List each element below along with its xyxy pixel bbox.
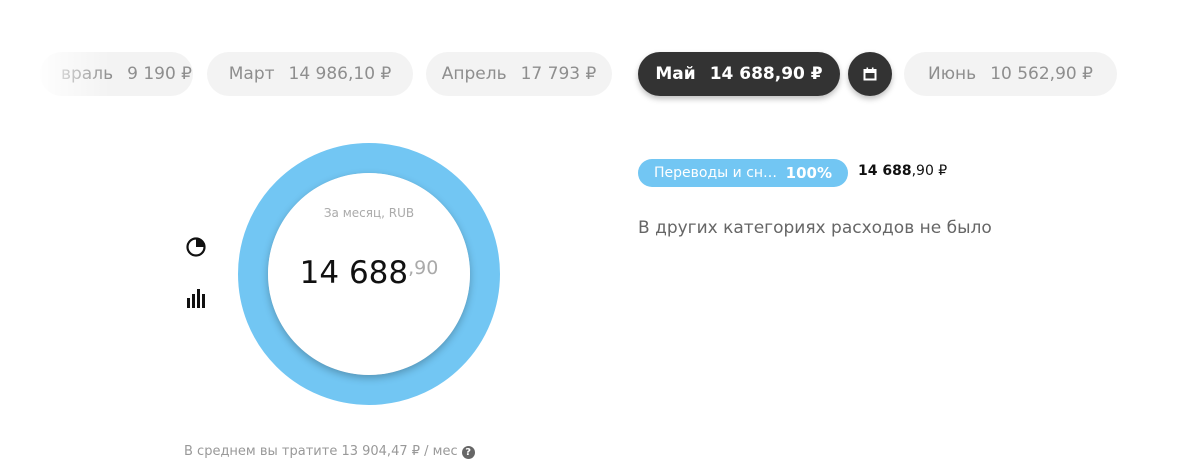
total-dec: ,90 xyxy=(408,257,439,279)
total-int: 14 688 xyxy=(299,255,409,291)
calendar-icon xyxy=(863,67,877,81)
average-spending: В среднем вы тратите 13 904,47 ₽ / мес? xyxy=(184,444,475,459)
pie-chart-icon[interactable] xyxy=(185,236,207,258)
category-percent: 100% xyxy=(785,164,832,182)
help-icon[interactable]: ? xyxy=(461,446,475,459)
month-tab-april[interactable]: Апрель 17 793 ₽ xyxy=(426,52,612,96)
category-name: Переводы и сн… xyxy=(654,165,778,181)
month-amount: 14 688,90 ₽ xyxy=(709,64,823,84)
period-caption: За месяц, RUB xyxy=(323,206,415,220)
donut-center: За месяц, RUB 14 688,90 xyxy=(268,173,470,375)
category-amount-dec: ,90 ₽ xyxy=(911,163,948,179)
month-label: Апрель xyxy=(441,64,507,84)
month-total: 14 688,90 xyxy=(268,255,470,291)
month-tab-february[interactable]: враль 9 190 ₽ xyxy=(40,52,193,96)
month-amount: 9 190 ₽ xyxy=(127,64,192,84)
month-amount: 14 986,10 ₽ xyxy=(288,64,392,84)
category-amount-int: 14 688 xyxy=(858,163,912,179)
calendar-button[interactable] xyxy=(848,52,892,96)
month-amount: 10 562,90 ₽ xyxy=(990,64,1093,84)
donut-chart xyxy=(238,143,500,405)
category-chip[interactable]: Переводы и сн… 100% xyxy=(638,159,848,187)
month-tab-may[interactable]: Май 14 688,90 ₽ xyxy=(638,52,840,96)
donut-segment xyxy=(238,143,500,405)
month-label: Май xyxy=(655,64,696,84)
average-text: В среднем вы тратите 13 904,47 ₽ / мес xyxy=(184,444,458,459)
month-tab-march[interactable]: Март 14 986,10 ₽ xyxy=(207,52,413,96)
month-amount: 17 793 ₽ xyxy=(520,64,597,84)
bar-chart-icon[interactable] xyxy=(185,288,207,310)
month-tab-june[interactable]: Июнь 10 562,90 ₽ xyxy=(904,52,1117,96)
category-amount: 14 688,90 ₽ xyxy=(858,163,947,179)
month-label: враль xyxy=(60,64,114,84)
empty-categories-note: В других категориях расходов не было xyxy=(638,218,992,238)
month-label: Июнь xyxy=(928,64,977,84)
month-label: Март xyxy=(228,64,275,84)
